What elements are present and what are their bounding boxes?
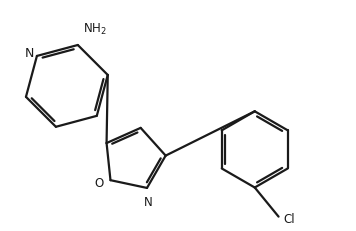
- Text: N: N: [144, 195, 152, 208]
- Text: O: O: [94, 176, 104, 189]
- Text: Cl: Cl: [284, 212, 295, 225]
- Text: N: N: [25, 46, 34, 60]
- Text: NH$_2$: NH$_2$: [83, 22, 107, 37]
